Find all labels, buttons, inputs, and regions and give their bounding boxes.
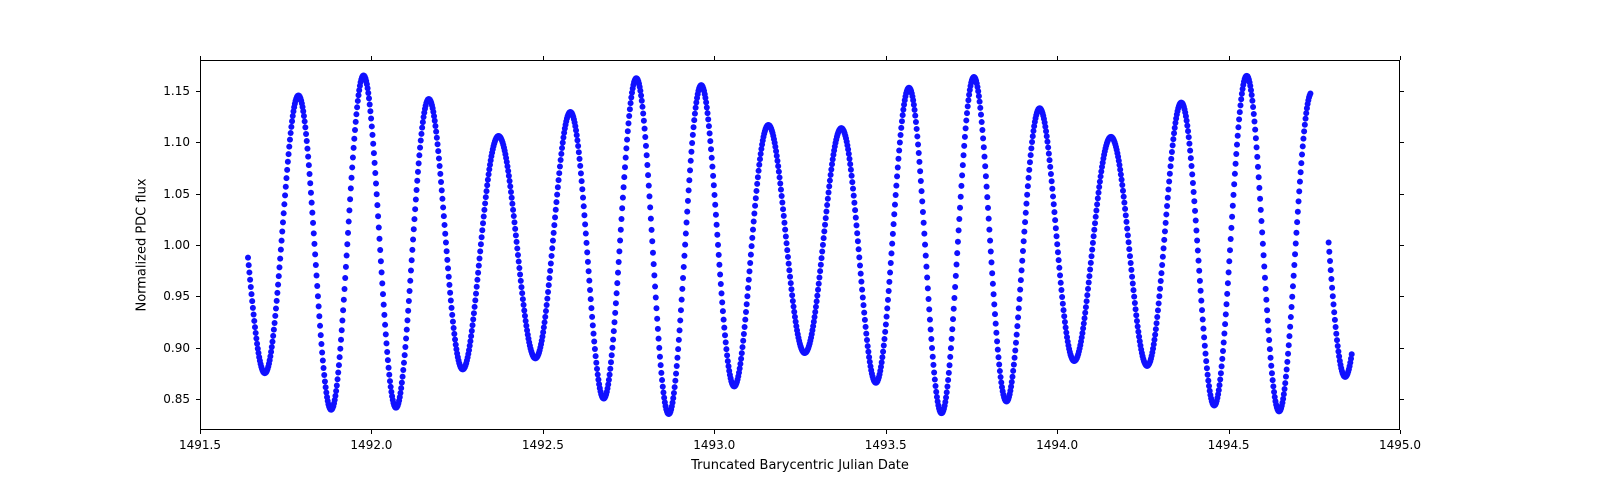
y-axis-label: Normalized PDC flux [135,178,150,311]
x-tick-mark-top [714,56,715,60]
x-tick-mark-top [200,56,201,60]
y-tick-mark-right [1400,296,1404,297]
y-tick-label: 1.05 [163,187,190,201]
x-tick-label: 1494.0 [1036,438,1078,452]
y-tick-label: 1.00 [163,238,190,252]
x-tick-mark-top [543,56,544,60]
x-tick-mark [886,430,887,434]
x-tick-label: 1495.0 [1379,438,1421,452]
x-tick-mark-top [1229,56,1230,60]
y-tick-label: 1.15 [163,84,190,98]
y-tick-mark-right [1400,91,1404,92]
x-tick-mark [543,430,544,434]
y-tick-label: 1.10 [163,135,190,149]
y-tick-mark [196,142,200,143]
y-tick-mark [196,399,200,400]
y-tick-label: 0.85 [163,392,190,406]
x-tick-mark [1229,430,1230,434]
y-tick-mark-right [1400,142,1404,143]
x-tick-mark [200,430,201,434]
x-tick-label: 1493.0 [693,438,735,452]
figure-container: 1491.5 1492.0 1492.5 1493.0 1493.5 1494.0 1494… [0,0,1600,500]
y-tick-mark-right [1400,194,1404,195]
y-tick-mark-right [1400,245,1404,246]
y-tick-mark [196,296,200,297]
x-tick-mark-top [886,56,887,60]
x-tick-mark [371,430,372,434]
y-tick-mark-right [1400,399,1404,400]
x-tick-mark [1057,430,1058,434]
y-tick-mark [196,348,200,349]
scatter-series [245,72,1355,416]
x-tick-mark [714,430,715,434]
x-axis-label: Truncated Barycentric Julian Date [691,458,909,473]
y-tick-mark [196,194,200,195]
y-tick-label: 0.95 [163,289,190,303]
x-tick-label: 1492.5 [522,438,564,452]
x-tick-label: 1493.5 [865,438,907,452]
y-tick-mark [196,245,200,246]
x-tick-mark-top [1057,56,1058,60]
y-tick-mark [196,91,200,92]
x-tick-label: 1494.5 [1208,438,1250,452]
x-tick-label: 1491.5 [179,438,221,452]
plot-svg [0,0,1600,500]
x-tick-label: 1492.0 [350,438,392,452]
x-tick-mark-top [371,56,372,60]
x-tick-mark-top [1400,56,1401,60]
y-tick-mark-right [1400,348,1404,349]
x-tick-mark [1400,430,1401,434]
y-tick-label: 0.90 [163,341,190,355]
